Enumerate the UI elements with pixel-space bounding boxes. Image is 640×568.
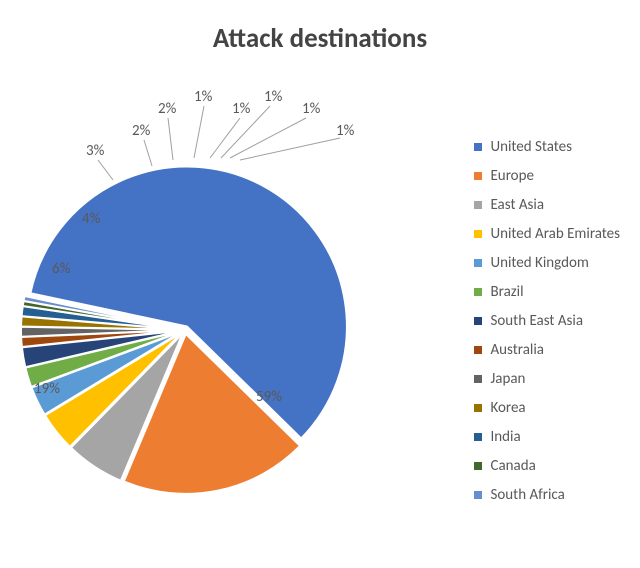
legend-label: Brazil (490, 283, 523, 301)
legend-item: East Asia (474, 196, 620, 214)
legend-label: South East Asia (490, 312, 583, 330)
legend-item: Europe (474, 167, 620, 185)
slice-percent-label: 3% (86, 142, 104, 160)
leader-line (144, 140, 152, 166)
legend-item: United Kingdom (474, 254, 620, 272)
legend-swatch (474, 259, 482, 267)
slice-percent-label: 1% (264, 88, 282, 106)
legend-swatch (474, 462, 482, 470)
legend-swatch (474, 288, 482, 296)
legend-label: Australia (490, 341, 543, 359)
slice-percent-label: 1% (302, 100, 320, 118)
slice-percent-label: 2% (132, 122, 150, 140)
legend-label: Korea (490, 399, 525, 417)
slice-percent-label: 6% (52, 260, 70, 278)
legend-item: Australia (474, 341, 620, 359)
legend-item: South East Asia (474, 312, 620, 330)
legend-label: United States (490, 138, 572, 156)
legend-swatch (474, 346, 482, 354)
legend-item: Canada (474, 457, 620, 475)
legend-swatch (474, 375, 482, 383)
legend-item: South Africa (474, 486, 620, 504)
legend-swatch (474, 317, 482, 325)
slice-percent-label: 59% (256, 388, 282, 406)
legend-item: India (474, 428, 620, 446)
legend-swatch (474, 172, 482, 180)
legend-swatch (474, 491, 482, 499)
chart-area: 59% 19% 6% 4% 3% 2% 2% 1% 1% 1% 1% 1% United States… (0, 80, 640, 560)
legend: United States Europe East Asia United Arab … (474, 138, 620, 515)
legend-label: Japan (490, 370, 525, 388)
chart-title: Attack destinations (0, 0, 640, 55)
leader-line (194, 106, 204, 158)
slice-percent-label: 4% (82, 210, 100, 228)
legend-item: United States (474, 138, 620, 156)
legend-item: Korea (474, 399, 620, 417)
legend-item: Japan (474, 370, 620, 388)
legend-swatch (474, 201, 482, 209)
legend-label: United Kingdom (490, 254, 588, 272)
legend-label: East Asia (490, 196, 544, 214)
legend-swatch (474, 143, 482, 151)
leader-line (168, 118, 173, 160)
slice-percent-label: 2% (158, 100, 176, 118)
legend-label: United Arab Emirates (490, 225, 620, 243)
legend-swatch (474, 230, 482, 238)
legend-label: Europe (490, 167, 533, 185)
legend-item: Brazil (474, 283, 620, 301)
slice-percent-label: 1% (194, 88, 212, 106)
legend-label: South Africa (490, 486, 564, 504)
pie-chart (0, 80, 420, 560)
leader-line (240, 138, 340, 160)
legend-label: Canada (490, 457, 535, 475)
leader-line (98, 160, 113, 180)
leader-line (230, 118, 306, 158)
slice-percent-label: 1% (336, 122, 354, 140)
legend-label: India (490, 428, 520, 446)
legend-swatch (474, 404, 482, 412)
legend-swatch (474, 433, 482, 441)
leader-line (210, 118, 240, 158)
legend-item: United Arab Emirates (474, 225, 620, 243)
slice-percent-label: 1% (232, 100, 250, 118)
slice-percent-label: 19% (34, 380, 60, 398)
